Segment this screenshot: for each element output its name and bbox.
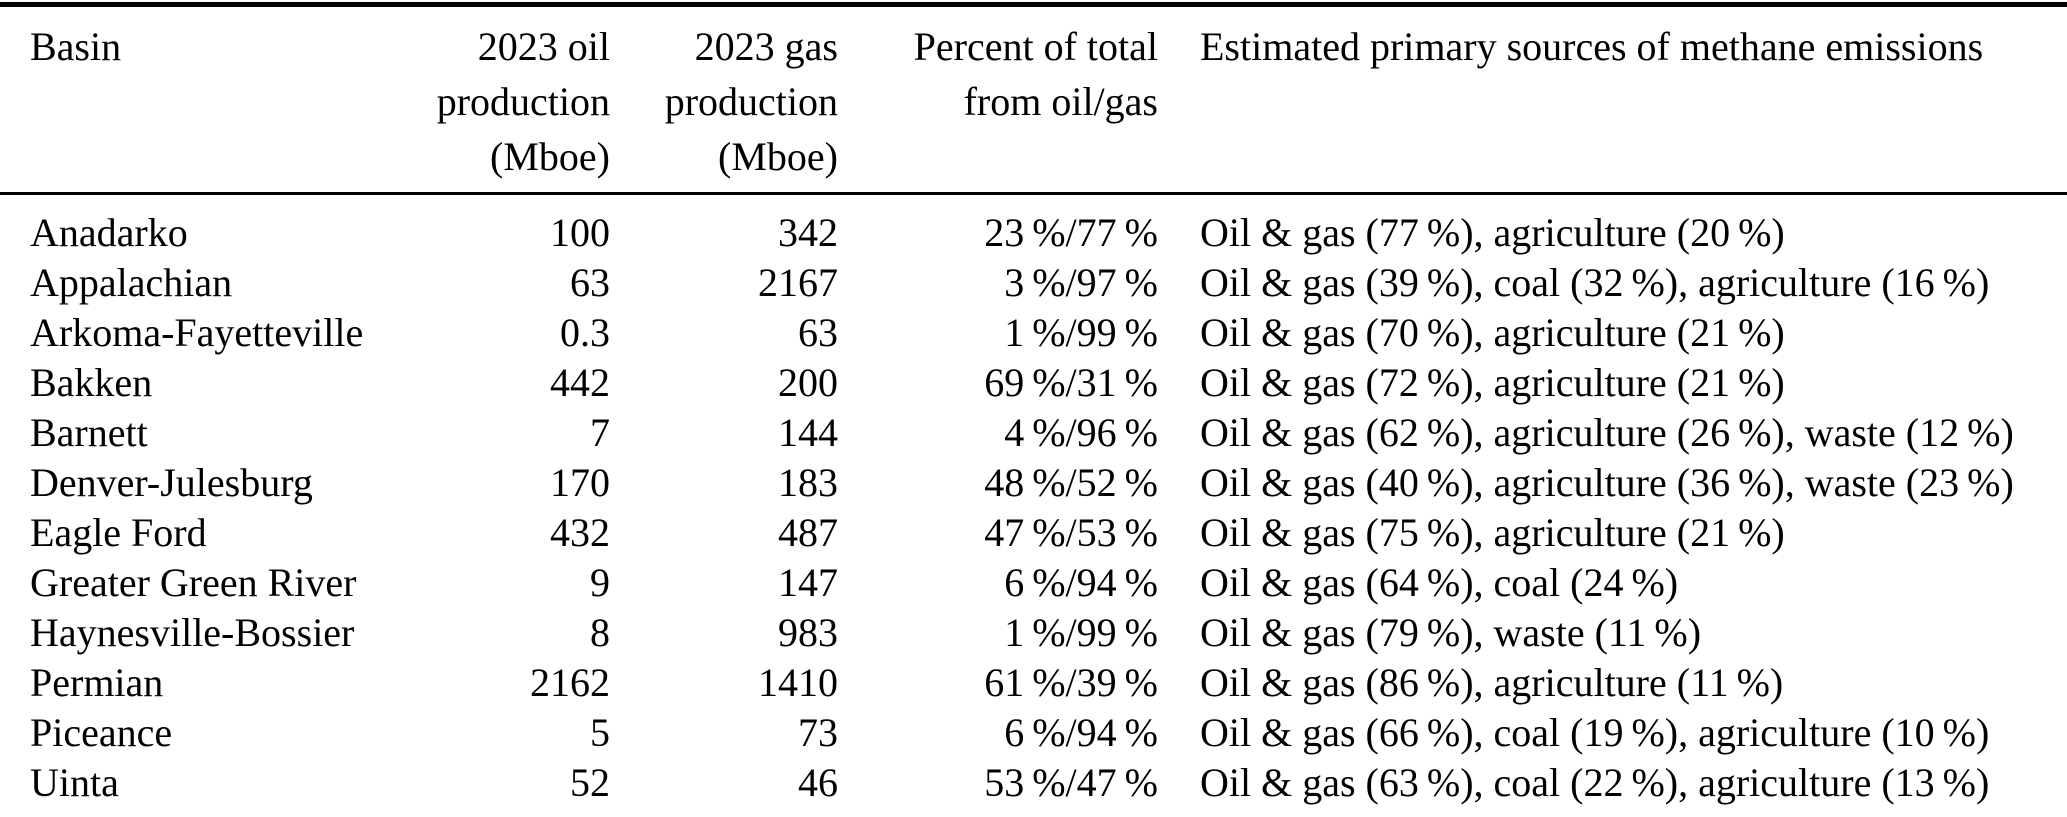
cell-oil-production: 170 <box>550 460 610 505</box>
cell-percent-oil-gas: 23 %/77 % <box>984 210 1158 255</box>
cell-gas-production: 144 <box>778 410 838 455</box>
cell-basin: Permian <box>30 660 164 705</box>
cell-basin: Eagle Ford <box>30 510 207 555</box>
column-header-basin: Basin <box>30 24 122 69</box>
cell-oil-production: 8 <box>590 610 610 655</box>
cell-gas-production: 200 <box>778 360 838 405</box>
cell-oil-production: 9 <box>590 560 610 605</box>
table-header: Basin 2023 oil production (Mboe) 2023 ga… <box>0 4 2067 194</box>
cell-methane-sources: Oil & gas (39 %), coal (32 %), agricultu… <box>1200 260 1990 305</box>
cell-gas-production: 983 <box>778 610 838 655</box>
cell-methane-sources: Oil & gas (77 %), agriculture (20 %) <box>1200 210 1785 255</box>
table-row: Anadarko 100 342 23 %/77 % Oil & gas (77… <box>0 194 2067 259</box>
column-header-percent-oil-gas: Percent of total from oil/gas <box>913 24 1158 124</box>
table-row: Bakken 442 200 69 %/31 % Oil & gas (72 %… <box>0 358 2067 408</box>
cell-percent-oil-gas: 48 %/52 % <box>984 460 1158 505</box>
cell-oil-production: 100 <box>550 210 610 255</box>
table-row: Arkoma-Fayetteville 0.3 63 1 %/99 % Oil … <box>0 308 2067 358</box>
cell-basin: Arkoma-Fayetteville <box>30 310 364 355</box>
cell-percent-oil-gas: 6 %/94 % <box>1004 560 1158 605</box>
cell-oil-production: 7 <box>590 410 610 455</box>
cell-gas-production: 63 <box>798 310 838 355</box>
cell-methane-sources: Oil & gas (40 %), agriculture (36 %), wa… <box>1200 460 2014 505</box>
table-row: Haynesville-Bossier 8 983 1 %/99 % Oil &… <box>0 608 2067 658</box>
cell-oil-production: 432 <box>550 510 610 555</box>
cell-methane-sources: Oil & gas (62 %), agriculture (26 %), wa… <box>1200 410 2014 455</box>
cell-gas-production: 147 <box>778 560 838 605</box>
cell-gas-production: 183 <box>778 460 838 505</box>
table-row: Piceance 5 73 6 %/94 % Oil & gas (66 %),… <box>0 708 2067 758</box>
column-header-gas-production: 2023 gas production (Mboe) <box>664 24 838 179</box>
cell-gas-production: 2167 <box>758 260 838 305</box>
cell-basin: Piceance <box>30 710 173 755</box>
header-row: Basin 2023 oil production (Mboe) 2023 ga… <box>0 5 2067 194</box>
cell-gas-production: 342 <box>778 210 838 255</box>
cell-oil-production: 63 <box>570 260 610 305</box>
cell-gas-production: 46 <box>798 760 838 805</box>
cell-percent-oil-gas: 1 %/99 % <box>1004 310 1158 355</box>
cell-oil-production: 442 <box>550 360 610 405</box>
cell-oil-production: 5 <box>590 710 610 755</box>
cell-percent-oil-gas: 1 %/99 % <box>1004 610 1158 655</box>
cell-oil-production: 0.3 <box>560 310 610 355</box>
column-header-methane-sources: Estimated primary sources of methane emi… <box>1200 24 1984 69</box>
table-row: Denver-Julesburg 170 183 48 %/52 % Oil &… <box>0 458 2067 508</box>
cell-methane-sources: Oil & gas (70 %), agriculture (21 %) <box>1200 310 1785 355</box>
cell-basin: Uinta <box>30 760 119 805</box>
cell-basin: Bakken <box>30 360 153 405</box>
cell-methane-sources: Oil & gas (86 %), agriculture (11 %) <box>1200 660 1784 705</box>
cell-percent-oil-gas: 53 %/47 % <box>984 760 1158 805</box>
table-row: Eagle Ford 432 487 47 %/53 % Oil & gas (… <box>0 508 2067 558</box>
cell-oil-production: 52 <box>570 760 610 805</box>
table-row: Permian 2162 1410 61 %/39 % Oil & gas (8… <box>0 658 2067 708</box>
cell-basin: Barnett <box>30 410 148 455</box>
cell-percent-oil-gas: 3 %/97 % <box>1004 260 1158 305</box>
cell-basin: Anadarko <box>30 210 188 255</box>
table-row: Uinta 52 46 53 %/47 % Oil & gas (63 %), … <box>0 758 2067 817</box>
cell-percent-oil-gas: 6 %/94 % <box>1004 710 1158 755</box>
cell-basin: Denver-Julesburg <box>30 460 313 505</box>
cell-percent-oil-gas: 69 %/31 % <box>984 360 1158 405</box>
table-row: Appalachian 63 2167 3 %/97 % Oil & gas (… <box>0 258 2067 308</box>
cell-oil-production: 2162 <box>530 660 610 705</box>
cell-methane-sources: Oil & gas (72 %), agriculture (21 %) <box>1200 360 1785 405</box>
table-row: Greater Green River 9 147 6 %/94 % Oil &… <box>0 558 2067 608</box>
column-header-oil-production: 2023 oil production (Mboe) <box>436 24 610 179</box>
table-row: Barnett 7 144 4 %/96 % Oil & gas (62 %),… <box>0 408 2067 458</box>
cell-basin: Haynesville-Bossier <box>30 610 355 655</box>
cell-methane-sources: Oil & gas (64 %), coal (24 %) <box>1200 560 1679 605</box>
cell-methane-sources: Oil & gas (66 %), coal (19 %), agricultu… <box>1200 710 1990 755</box>
cell-percent-oil-gas: 61 %/39 % <box>984 660 1158 705</box>
cell-percent-oil-gas: 4 %/96 % <box>1004 410 1158 455</box>
cell-basin: Appalachian <box>30 260 233 305</box>
cell-basin: Greater Green River <box>30 560 357 605</box>
cell-percent-oil-gas: 47 %/53 % <box>984 510 1158 555</box>
cell-methane-sources: Oil & gas (75 %), agriculture (21 %) <box>1200 510 1785 555</box>
cell-gas-production: 73 <box>798 710 838 755</box>
cell-gas-production: 487 <box>778 510 838 555</box>
cell-methane-sources: Oil & gas (79 %), waste (11 %) <box>1200 610 1702 655</box>
cell-methane-sources: Oil & gas (63 %), coal (22 %), agricultu… <box>1200 760 1990 805</box>
cell-gas-production: 1410 <box>758 660 838 705</box>
table-body: Anadarko 100 342 23 %/77 % Oil & gas (77… <box>0 194 2067 817</box>
